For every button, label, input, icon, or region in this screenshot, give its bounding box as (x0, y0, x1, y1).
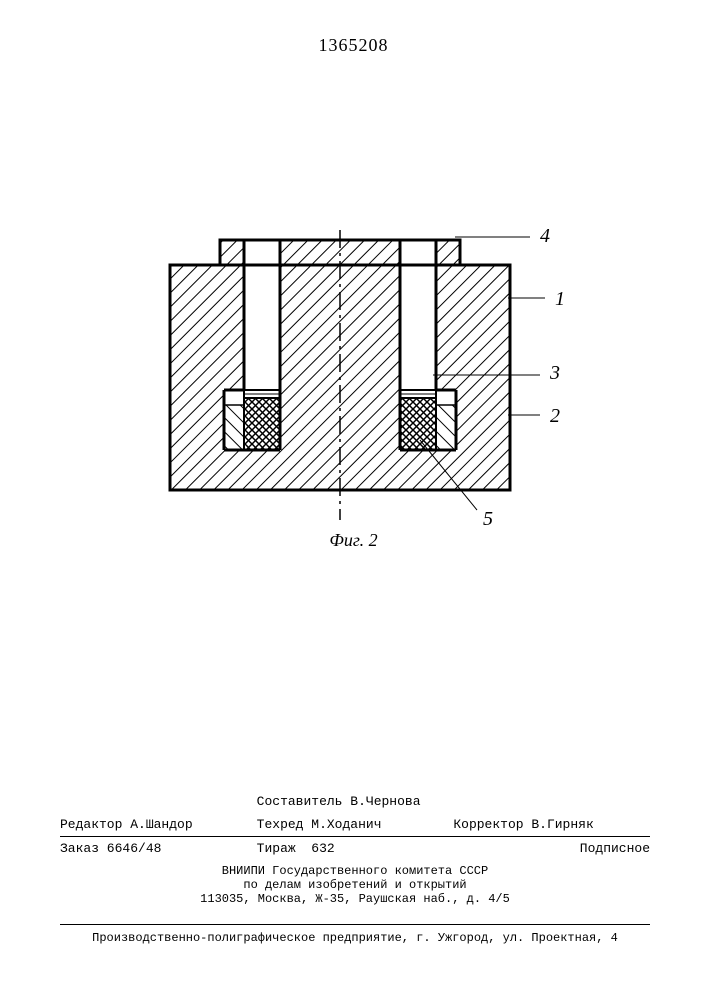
callout-4: 4 (540, 225, 550, 248)
credits-corrector: Корректор В.Гирняк (453, 817, 650, 832)
callout-1: 1 (555, 288, 565, 311)
technical-figure (150, 230, 550, 550)
credits-editor: Редактор А.Шандор (60, 817, 257, 832)
page-number: 1365208 (319, 35, 389, 56)
callout-2: 2 (550, 405, 560, 428)
callout-3: 3 (550, 362, 560, 385)
org-line-3: 113035, Москва, Ж-35, Раушская наб., д. … (60, 892, 650, 906)
credits-tech: Техред М.Ходанич (257, 817, 454, 832)
figure-caption: Фиг. 2 (329, 530, 377, 551)
credits-order: Заказ 6646/48 (60, 841, 257, 856)
credits-composer: Составитель В.Чернова (257, 794, 454, 809)
credits-tirage: Тираж 632 (257, 841, 454, 856)
org-line-2: по делам изобретений и открытий (60, 878, 650, 892)
credits-org: ВНИИПИ Государственного комитета СССР по… (60, 860, 650, 910)
callout-5: 5 (483, 508, 493, 531)
credits-sub: Подписное (453, 841, 650, 856)
org-line-1: ВНИИПИ Государственного комитета СССР (60, 864, 650, 878)
credits-blank-l (60, 794, 257, 809)
credits-block: Составитель В.Чернова Редактор А.Шандор … (60, 790, 650, 910)
credits-blank-r (453, 794, 650, 809)
footer: Производственно-полиграфическое предприя… (60, 924, 650, 945)
